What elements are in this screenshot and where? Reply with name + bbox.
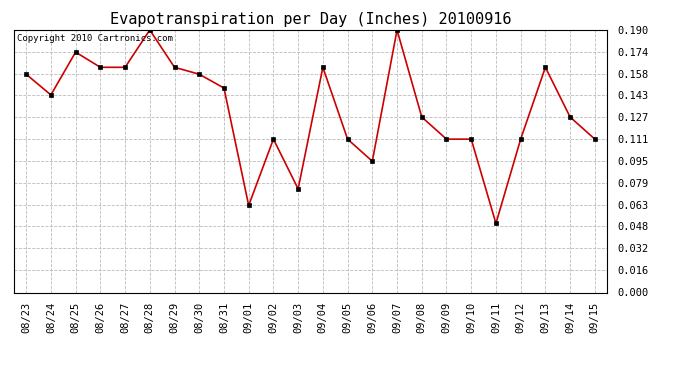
Text: Copyright 2010 Cartronics.com: Copyright 2010 Cartronics.com xyxy=(17,34,172,43)
Title: Evapotranspiration per Day (Inches) 20100916: Evapotranspiration per Day (Inches) 2010… xyxy=(110,12,511,27)
